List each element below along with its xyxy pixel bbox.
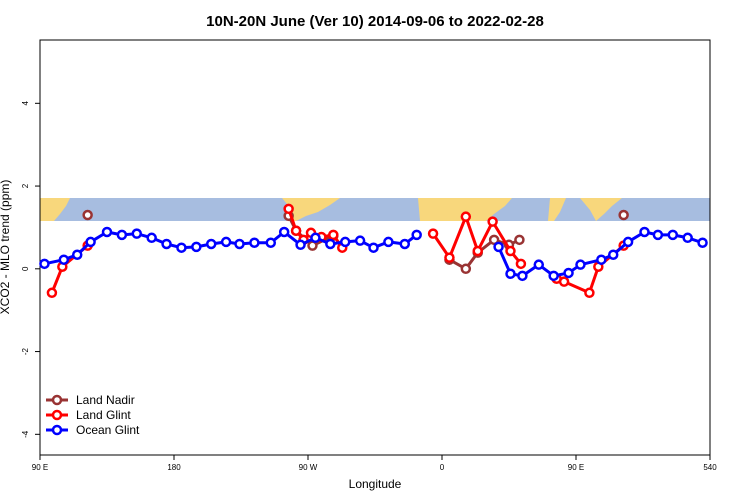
x-tick-label: 540	[703, 463, 717, 472]
data-point	[39, 258, 50, 270]
data-point	[575, 259, 586, 270]
data-point	[563, 267, 574, 279]
data-point	[505, 245, 516, 257]
data-point	[584, 287, 595, 299]
data-point	[488, 234, 500, 246]
data-point	[493, 241, 504, 253]
data-point	[234, 238, 245, 250]
series-line	[44, 230, 704, 278]
x-tick-label: 180	[167, 463, 181, 472]
data-point	[596, 254, 607, 265]
data-point	[682, 232, 693, 244]
data-point	[697, 237, 708, 248]
data-point	[58, 254, 70, 265]
data-point	[131, 228, 143, 239]
data-point	[278, 226, 290, 238]
data-point	[325, 238, 336, 250]
y-tick-label: 4	[21, 101, 30, 106]
data-point	[514, 234, 525, 246]
legend-marker	[51, 424, 63, 436]
data-point	[85, 236, 96, 248]
x-axis-title: Longitude	[349, 477, 402, 491]
data-point	[383, 236, 394, 248]
x-tick-label: 0	[440, 463, 445, 472]
series-line	[50, 208, 625, 295]
legend-label: Land Glint	[76, 408, 131, 422]
data-point	[82, 209, 93, 221]
x-tick-label: 90 E	[32, 463, 48, 472]
data-point	[667, 229, 679, 241]
legend-label: Ocean Glint	[76, 423, 140, 437]
data-point	[411, 229, 422, 241]
data-point	[639, 226, 650, 238]
data-point	[176, 242, 187, 253]
data-point	[515, 258, 527, 270]
data-point	[368, 242, 379, 253]
x-tick-label: 90 E	[568, 463, 584, 472]
data-point	[460, 263, 472, 275]
data-point	[339, 236, 351, 248]
map-land	[418, 198, 512, 221]
data-point	[146, 232, 157, 244]
data-point	[354, 235, 366, 246]
map-land	[548, 198, 622, 221]
data-point	[399, 238, 411, 250]
y-tick-label: 2	[21, 183, 30, 188]
data-point	[472, 245, 483, 257]
data-point	[487, 216, 498, 227]
data-point	[607, 249, 619, 260]
map-ocean	[40, 198, 710, 221]
legend-marker	[51, 409, 63, 421]
data-point	[71, 249, 83, 260]
data-point	[46, 287, 58, 299]
chart-title: 10N-20N June (Ver 10) 2014-09-06 to 2022…	[206, 13, 544, 30]
data-point	[505, 268, 516, 280]
data-point	[310, 232, 321, 244]
data-point	[460, 211, 472, 222]
data-point	[191, 241, 202, 253]
data-point	[652, 229, 664, 241]
data-point	[558, 276, 570, 287]
data-point	[427, 228, 439, 239]
data-point	[295, 239, 306, 251]
y-axis-title: XCO2 - MLO trend (ppm)	[0, 180, 12, 315]
data-point	[548, 270, 559, 282]
data-point	[328, 229, 339, 241]
data-point	[205, 238, 217, 250]
data-point	[220, 236, 232, 248]
legend-label: Land Nadir	[76, 393, 135, 407]
data-point	[265, 237, 277, 248]
data-point	[533, 259, 545, 270]
data-point	[116, 229, 128, 241]
data-point	[249, 237, 260, 248]
x-tick-label: 90 W	[299, 463, 318, 472]
data-point	[161, 238, 172, 250]
data-point	[101, 226, 113, 238]
map-land	[40, 198, 70, 221]
map-strip	[40, 198, 710, 221]
data-point	[290, 225, 302, 236]
y-tick-label: -2	[21, 347, 30, 355]
y-tick-label: 0	[21, 266, 30, 271]
plot	[39, 203, 708, 299]
data-point	[283, 203, 294, 215]
legend-marker	[51, 394, 63, 406]
y-tick-label: -4	[21, 430, 30, 438]
data-point	[622, 236, 634, 248]
data-point	[618, 209, 629, 221]
data-point	[517, 270, 528, 282]
plot-frame	[39, 39, 711, 456]
data-point	[444, 252, 455, 263]
map-land	[282, 198, 340, 221]
